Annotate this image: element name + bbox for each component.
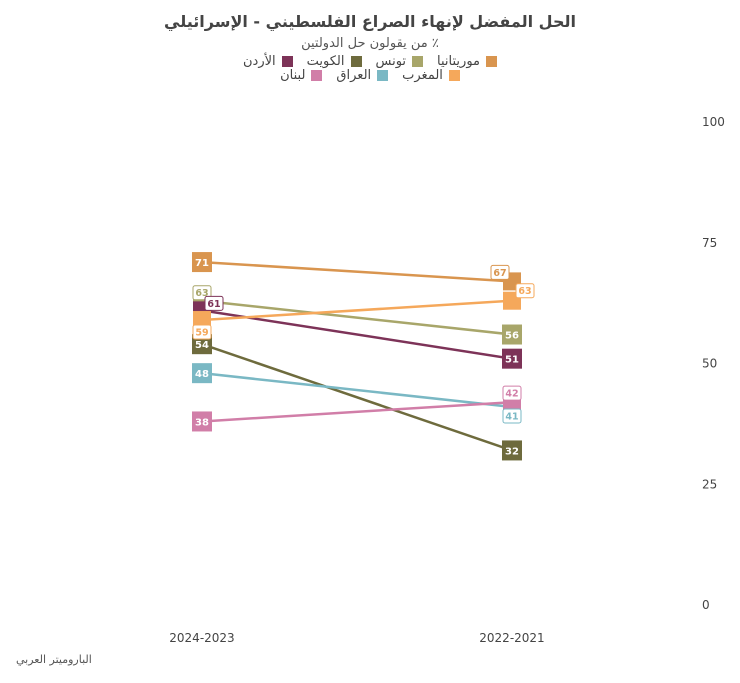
data-label: 48	[195, 369, 209, 380]
y-tick-label: 75	[702, 236, 717, 250]
legend-label: المغرب	[402, 68, 443, 83]
legend-swatch	[486, 56, 497, 67]
series-line	[201, 371, 513, 409]
data-label: 63	[195, 288, 208, 299]
chart-title: الحل المفضل لإنهاء الصراع الفلسطيني - ال…	[164, 12, 576, 31]
legend-swatch	[350, 56, 362, 67]
legend-label: تونس	[375, 54, 407, 69]
data-label: 38	[195, 417, 209, 428]
source-note: الباروميتر العربي	[16, 653, 92, 666]
data-label: 71	[195, 258, 209, 269]
legend-label: العراق	[336, 68, 372, 83]
legend-swatch	[448, 70, 460, 81]
y-tick-label: 50	[702, 357, 717, 371]
y-tick-label: 100	[702, 115, 725, 129]
data-label-box	[204, 295, 224, 311]
legend-item-lebanon[interactable]: لبنان	[280, 68, 323, 83]
legend-item-mauritania[interactable]: موريتانيا	[437, 54, 497, 69]
legend-label: الكويت	[306, 54, 345, 69]
series-line	[201, 309, 513, 360]
legend-swatch	[311, 70, 323, 81]
data-label: 41	[505, 411, 518, 422]
data-label: 63	[518, 286, 531, 297]
point-marker	[192, 363, 212, 384]
series-line	[201, 299, 513, 336]
legend-item-kuwait[interactable]: الكويت	[307, 54, 362, 69]
data-label: 51	[505, 355, 519, 366]
x-tick-label: 2022-2021	[479, 631, 544, 645]
legend-row-1: موريتانيا تونس الكويت الأردن	[0, 54, 740, 69]
data-label: 54	[195, 340, 209, 351]
x-tick-label: 2024-2023	[169, 631, 234, 645]
data-label-box	[502, 408, 522, 424]
data-label: 61	[207, 299, 220, 310]
point-marker	[502, 440, 522, 461]
legend-item-morocco[interactable]: المغرب	[402, 68, 460, 83]
point-marker	[192, 252, 212, 273]
data-label-box	[502, 385, 522, 401]
series-line	[201, 299, 513, 322]
legend-label: الأردن	[243, 54, 276, 69]
series-line	[201, 260, 513, 283]
legend-item-iraq[interactable]: العراق	[336, 68, 389, 83]
series-line	[201, 342, 513, 452]
point-marker	[192, 411, 212, 432]
y-tick-label: 0	[702, 598, 710, 612]
legend-item-tunisia[interactable]: تونس	[376, 54, 424, 69]
data-label: 42	[505, 389, 518, 400]
data-label: 56	[505, 331, 519, 342]
point-marker	[502, 348, 522, 369]
legend-swatch	[377, 70, 389, 81]
data-label: 59	[195, 328, 208, 339]
legend-item-jordan[interactable]: الأردن	[243, 54, 293, 69]
legend-swatch	[412, 56, 424, 67]
data-label-box	[515, 283, 535, 299]
legend-label: لبنان	[280, 68, 306, 83]
legend-label: موريتانيا	[437, 54, 480, 69]
data-label: 67	[493, 268, 506, 279]
chart-subtitle: ٪ من يقولون حل الدولتين	[301, 36, 439, 51]
y-tick-label: 25	[702, 477, 717, 491]
data-label-box	[192, 324, 212, 340]
legend-swatch	[281, 56, 293, 67]
legend-row-2: المغرب العراق لبنان	[0, 68, 740, 83]
series-line	[201, 400, 513, 423]
data-label-box	[490, 264, 510, 280]
point-marker	[502, 324, 522, 345]
data-label: 32	[505, 446, 519, 457]
